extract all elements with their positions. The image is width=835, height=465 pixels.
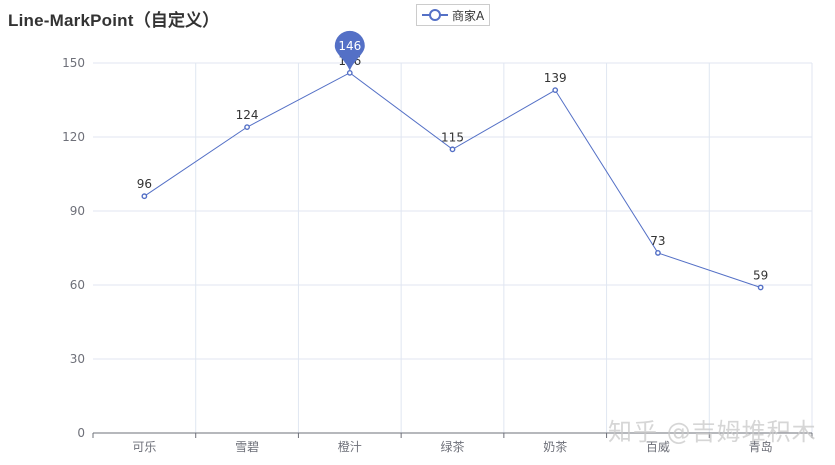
x-tick-label: 绿茶 bbox=[440, 439, 464, 454]
chart-title: Line-MarkPoint（自定义） bbox=[8, 11, 220, 30]
data-label: 139 bbox=[544, 71, 567, 85]
data-point-marker bbox=[552, 87, 559, 94]
x-tick-label: 青岛 bbox=[749, 439, 773, 454]
data-label: 96 bbox=[137, 177, 152, 191]
watermark: 知乎 @吉姆堆积木 bbox=[608, 418, 817, 446]
x-tick-label: 奶茶 bbox=[543, 439, 567, 454]
y-tick-label: 150 bbox=[62, 56, 85, 70]
x-tick-label: 雪碧 bbox=[235, 440, 259, 454]
data-label: 73 bbox=[650, 234, 665, 248]
y-tick-label: 120 bbox=[62, 130, 85, 144]
x-tick-label: 百威 bbox=[646, 440, 670, 454]
x-tick-label: 橙汁 bbox=[338, 439, 362, 454]
series-line bbox=[144, 72, 761, 288]
data-label: 59 bbox=[753, 268, 768, 282]
data-point-marker bbox=[757, 284, 764, 291]
y-tick-label: 60 bbox=[70, 278, 85, 292]
mark-point-label: 146 bbox=[338, 39, 361, 53]
line-circle-legend-icon bbox=[422, 9, 448, 21]
data-point-marker bbox=[141, 193, 148, 200]
data-point-marker bbox=[346, 69, 353, 76]
x-tick-label: 可乐 bbox=[132, 440, 156, 454]
data-label: 115 bbox=[441, 130, 464, 144]
y-tick-label: 90 bbox=[70, 204, 85, 218]
legend-item-series[interactable]: 商家A bbox=[416, 4, 491, 26]
data-point-marker bbox=[449, 146, 456, 153]
y-tick-label: 0 bbox=[77, 426, 85, 440]
data-label: 124 bbox=[236, 108, 259, 122]
data-point-marker bbox=[244, 124, 250, 131]
y-tick-label: 30 bbox=[70, 352, 85, 366]
data-point-marker bbox=[655, 250, 661, 256]
legend-label: 商家A bbox=[452, 8, 485, 23]
mark-point-pin-icon bbox=[334, 30, 365, 71]
